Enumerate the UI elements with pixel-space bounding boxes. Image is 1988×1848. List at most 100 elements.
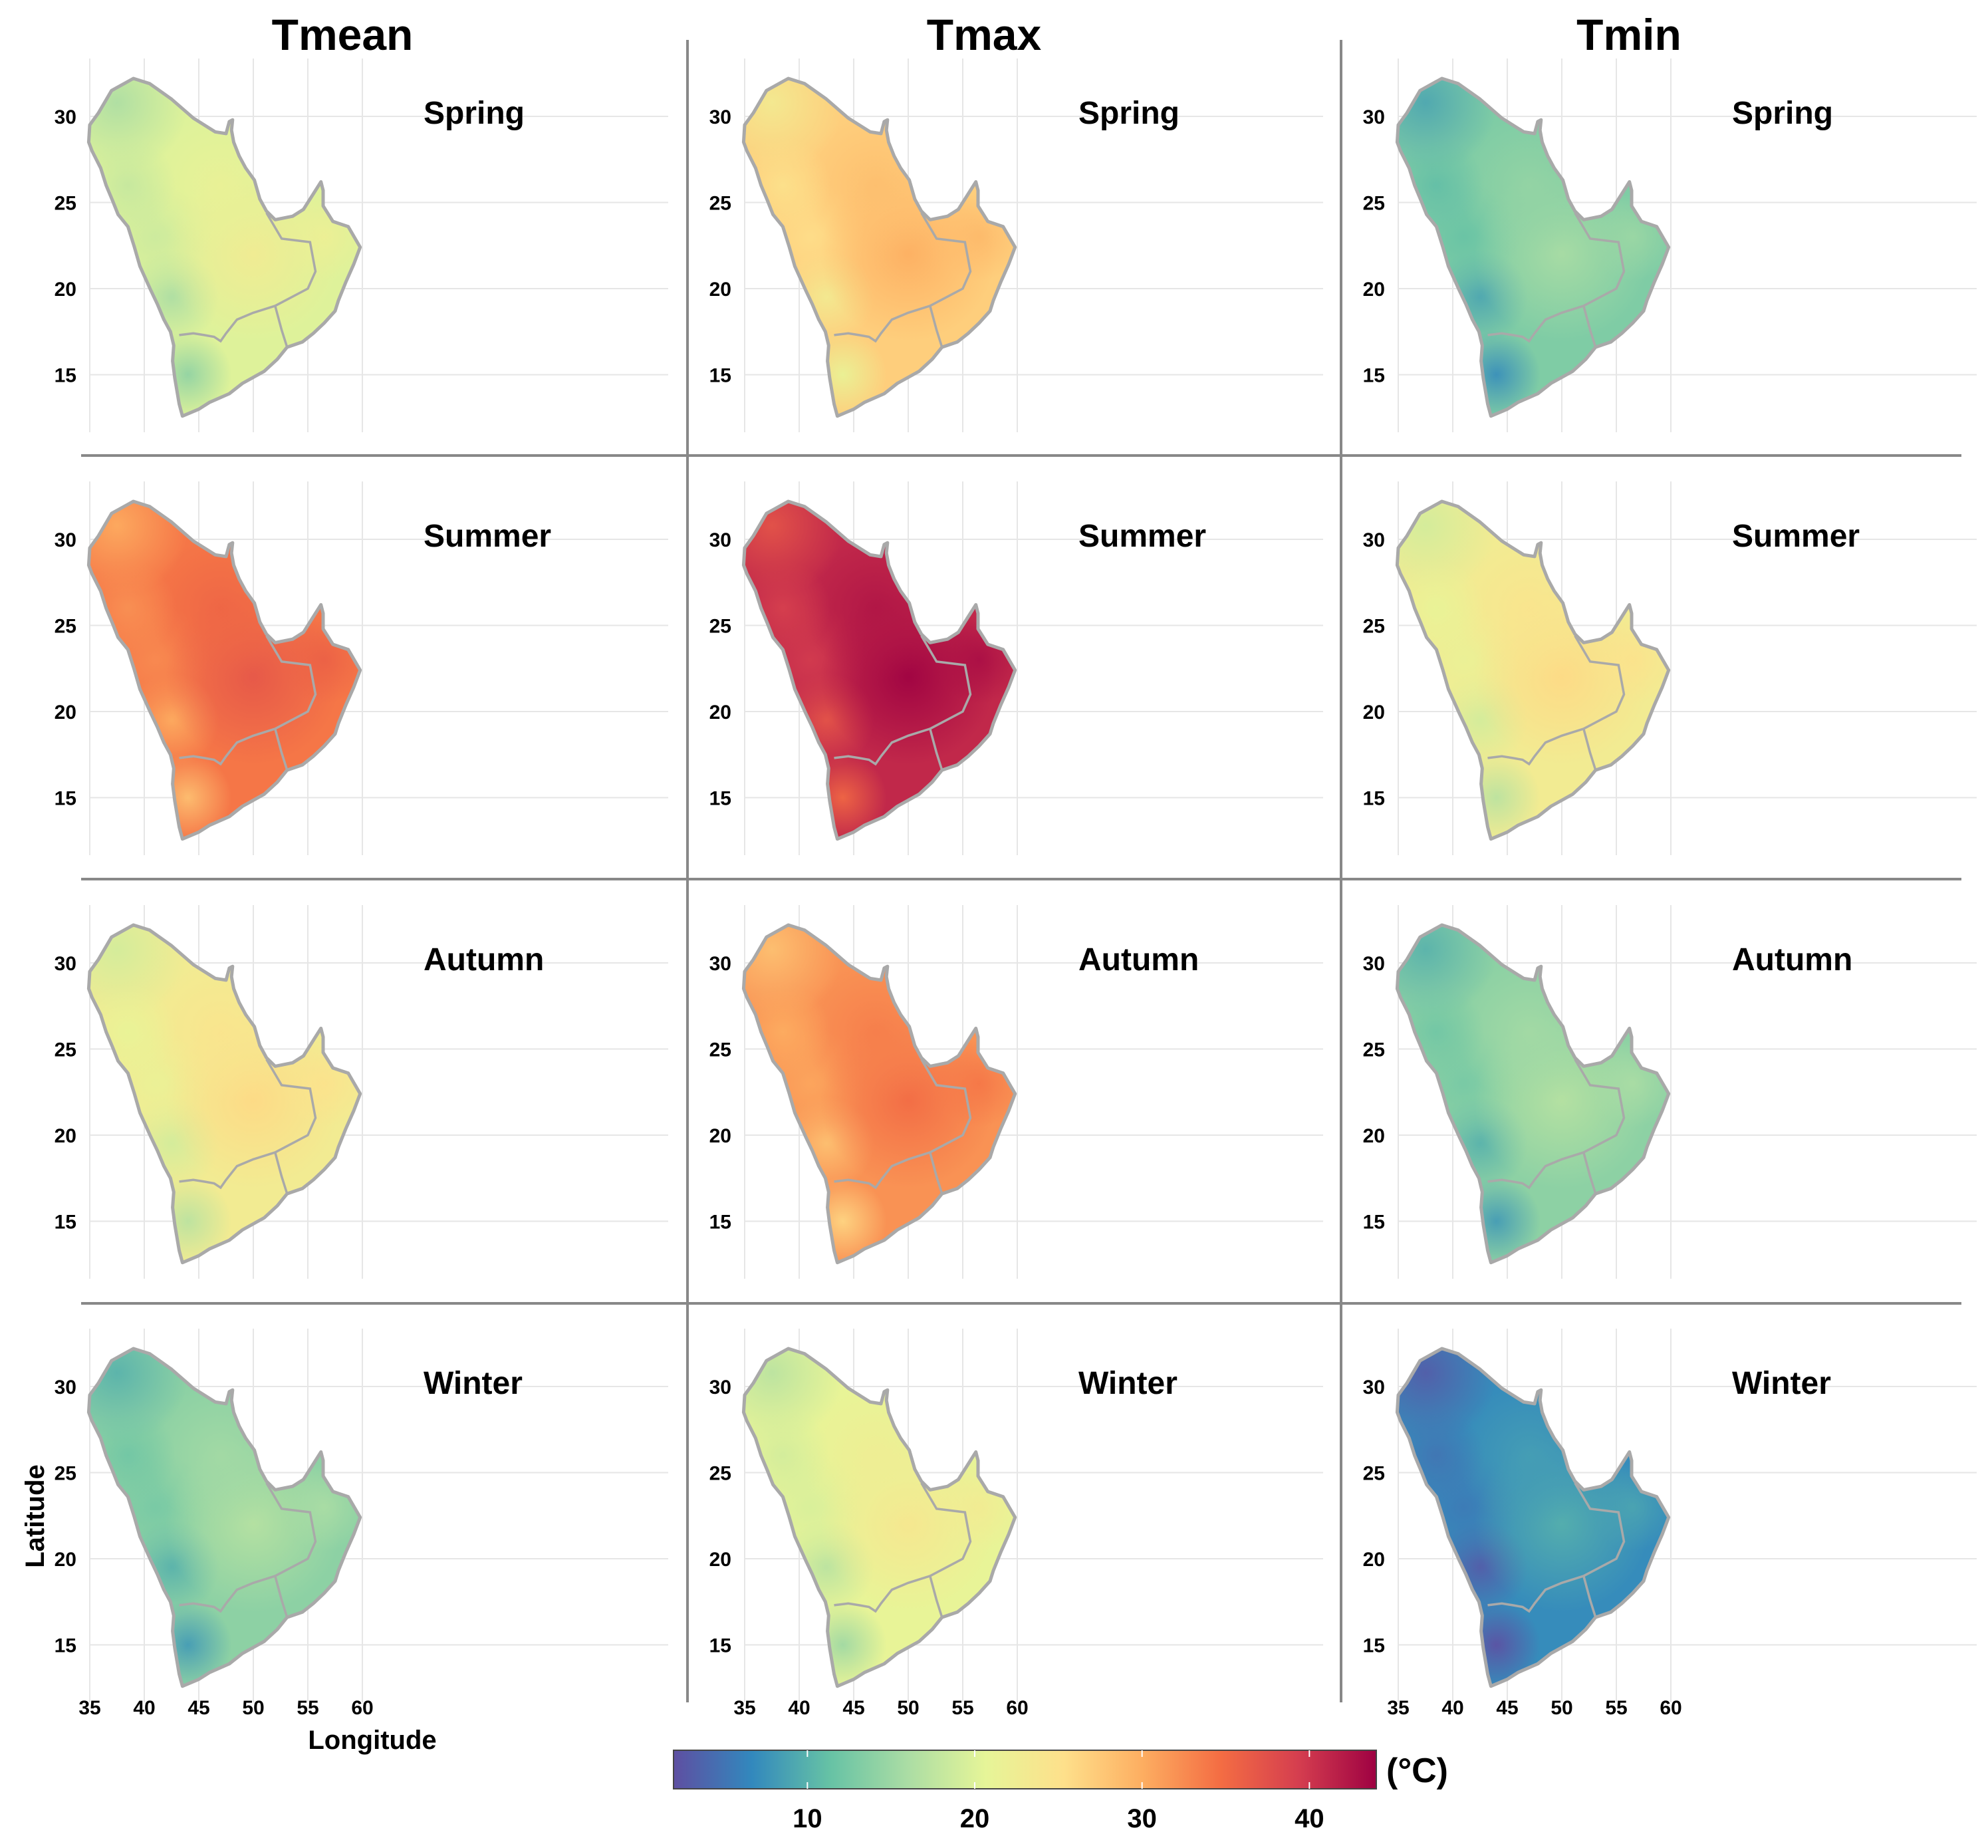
y-tick-label: 15 bbox=[709, 1212, 731, 1234]
column-title-tmean: Tmean bbox=[272, 10, 414, 59]
x-tick-label: 60 bbox=[351, 1697, 373, 1719]
y-tick-label: 25 bbox=[709, 616, 731, 638]
country-border bbox=[1487, 1575, 1584, 1613]
y-tick-label: 20 bbox=[55, 1125, 76, 1147]
map-tmean-winter bbox=[88, 1349, 360, 1686]
y-tick-label: 30 bbox=[1363, 1377, 1385, 1398]
country-border bbox=[274, 305, 289, 348]
season-label: Winter bbox=[424, 1366, 523, 1401]
temperature-gradient bbox=[1397, 1349, 1497, 1445]
y-tick-label: 15 bbox=[1363, 1212, 1385, 1234]
y-tick-label: 20 bbox=[1363, 1549, 1385, 1571]
country-border bbox=[265, 1482, 317, 1577]
axes: Longitude Latitude 30 25 20 15 30 25 20 15 30 25 2… bbox=[21, 106, 1682, 1755]
season-label: Autumn bbox=[1078, 942, 1199, 978]
season-label: Spring bbox=[1078, 96, 1180, 131]
y-tick-label: 15 bbox=[55, 365, 76, 387]
country-border bbox=[834, 305, 931, 343]
x-tick-label: 35 bbox=[78, 1697, 100, 1719]
country-border bbox=[1574, 635, 1626, 730]
temperature-gradient bbox=[88, 1349, 189, 1445]
y-tick-label: 20 bbox=[709, 1549, 731, 1571]
temperature-gradient bbox=[743, 925, 844, 1021]
y-tick-label: 15 bbox=[709, 788, 731, 810]
temperature-gradient bbox=[88, 925, 189, 1021]
x-tick-label: 40 bbox=[788, 1697, 810, 1719]
x-tick-label: 55 bbox=[297, 1697, 318, 1719]
y-tick-label: 30 bbox=[55, 106, 76, 128]
temperature-gradient bbox=[743, 137, 831, 233]
country-border bbox=[274, 728, 289, 771]
country-border bbox=[920, 212, 972, 307]
y-tick-label: 30 bbox=[1363, 529, 1385, 551]
y-tick-label: 15 bbox=[1363, 788, 1385, 810]
map-tmin-spring bbox=[1397, 78, 1669, 416]
colorbar: (°C) 10 20 30 40 bbox=[673, 1750, 1448, 1833]
panel-labels: Tmean Tmax Tmin Spring Summer Autumn Winter… bbox=[272, 10, 1860, 1401]
temperature-gradient bbox=[88, 137, 176, 233]
x-tick-label: 50 bbox=[242, 1697, 264, 1719]
temperature-gradient bbox=[1397, 501, 1497, 598]
temperature-gradient bbox=[88, 560, 176, 656]
y-tick-label: 25 bbox=[55, 193, 76, 215]
temperature-gradient bbox=[743, 1407, 831, 1504]
map-tmean-autumn bbox=[88, 925, 360, 1263]
temperature-gradient bbox=[1397, 925, 1497, 1021]
country-border bbox=[1487, 1151, 1584, 1190]
coastline bbox=[86, 1347, 362, 1688]
panel-dividers bbox=[81, 40, 1961, 1702]
colorbar-tick-label: 30 bbox=[1127, 1804, 1157, 1833]
y-tick-label: 25 bbox=[709, 193, 731, 215]
temperature-gradient bbox=[743, 560, 831, 656]
country-border bbox=[920, 635, 972, 730]
country-border bbox=[265, 212, 317, 307]
map-tmax-summer bbox=[743, 501, 1015, 839]
coastline bbox=[1395, 76, 1671, 418]
y-tick-label: 25 bbox=[1363, 1463, 1385, 1485]
colorbar-tick-label: 20 bbox=[960, 1804, 990, 1833]
y-tick-label: 20 bbox=[55, 279, 76, 301]
temperature-gradient bbox=[743, 501, 844, 598]
y-tick-label: 30 bbox=[709, 953, 731, 975]
coastline bbox=[741, 1347, 1017, 1688]
country-border bbox=[920, 1482, 972, 1577]
season-label: Spring bbox=[1732, 96, 1833, 131]
y-tick-label: 20 bbox=[1363, 1125, 1385, 1147]
map-tmin-summer bbox=[1397, 501, 1669, 839]
x-tick-label: 35 bbox=[733, 1697, 755, 1719]
y-tick-label: 25 bbox=[709, 1039, 731, 1061]
x-axis-label: Longitude bbox=[308, 1726, 436, 1755]
map-tmax-spring bbox=[743, 78, 1015, 416]
y-tick-label: 30 bbox=[709, 1377, 731, 1398]
temperature-gradient bbox=[88, 78, 189, 175]
temperature-gradient bbox=[1397, 137, 1485, 233]
y-tick-label: 15 bbox=[1363, 1635, 1385, 1657]
country-border bbox=[1574, 1059, 1626, 1154]
map-tmin-winter bbox=[1397, 1349, 1669, 1686]
temperature-gradient bbox=[743, 984, 831, 1080]
country-border bbox=[179, 305, 276, 343]
y-axis-label: Latitude bbox=[21, 1464, 50, 1568]
y-tick-label: 20 bbox=[1363, 279, 1385, 301]
y-tick-label: 15 bbox=[55, 1635, 76, 1657]
x-tick-label: 45 bbox=[1496, 1697, 1518, 1719]
country-border bbox=[1582, 305, 1597, 348]
country-border bbox=[1582, 1575, 1597, 1618]
x-tick-label: 40 bbox=[1441, 1697, 1463, 1719]
y-tick-label: 30 bbox=[1363, 106, 1385, 128]
x-tick-label: 45 bbox=[187, 1697, 209, 1719]
country-border bbox=[834, 727, 931, 766]
y-tick-label: 15 bbox=[709, 365, 731, 387]
season-label: Winter bbox=[1732, 1366, 1831, 1401]
season-label: Autumn bbox=[1732, 942, 1852, 978]
temperature-gradient bbox=[743, 78, 844, 175]
coastline bbox=[86, 499, 362, 841]
colorbar-gradient bbox=[673, 1750, 1377, 1789]
x-tick-label: 60 bbox=[1660, 1697, 1681, 1719]
country-border bbox=[274, 1152, 289, 1194]
country-border bbox=[179, 1575, 276, 1613]
season-label: Spring bbox=[424, 96, 525, 131]
country-border bbox=[274, 1575, 289, 1618]
y-tick-label: 15 bbox=[55, 1212, 76, 1234]
